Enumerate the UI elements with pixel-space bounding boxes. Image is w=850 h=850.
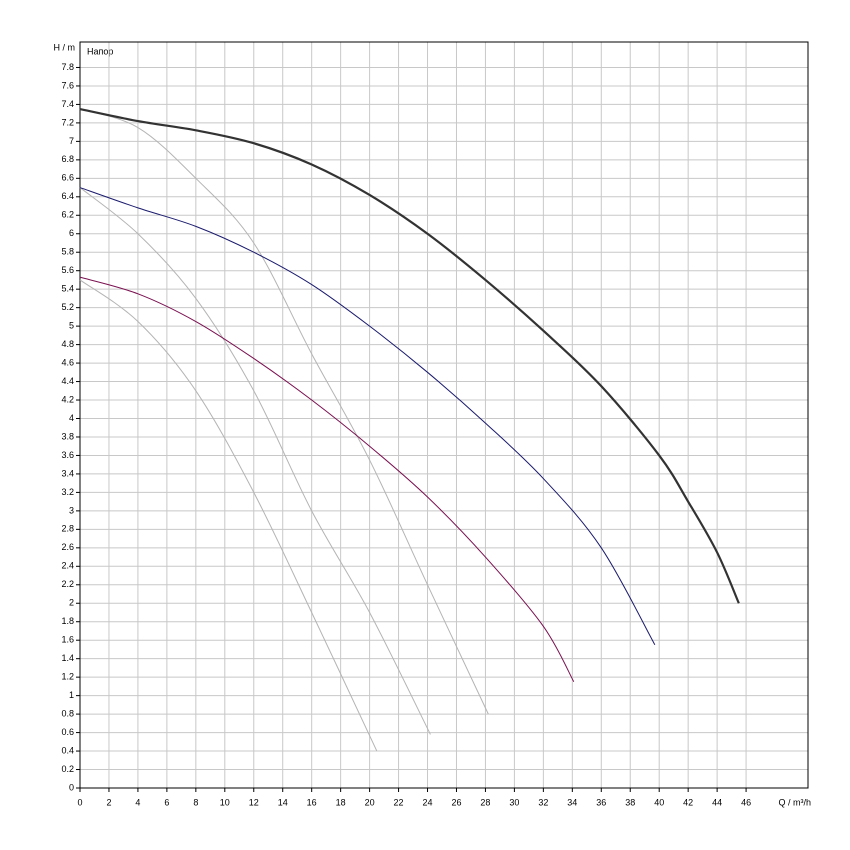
x-tick-label: 38 (625, 797, 635, 807)
y-tick-label: 7 (69, 136, 74, 146)
y-tick-label: 4.2 (61, 394, 74, 404)
x-axis-label: Q / m³/h (778, 797, 811, 807)
y-tick-label: 2 (69, 598, 74, 608)
y-tick-label: 6.2 (61, 210, 74, 220)
y-tick-label: 5.6 (61, 265, 74, 275)
curve (79, 187, 431, 735)
x-tick-label: 12 (249, 797, 259, 807)
y-tick-label: 5 (69, 321, 74, 331)
y-tick-label: 3.8 (61, 431, 74, 441)
x-tick-label: 20 (365, 797, 375, 807)
x-tick-label: 44 (712, 797, 722, 807)
x-tick-label: 42 (683, 797, 693, 807)
x-tick-label: 26 (451, 797, 461, 807)
y-tick-label: 7.2 (61, 117, 74, 127)
y-tick-label: 7.6 (61, 80, 74, 90)
y-tick-label: 0.4 (61, 745, 74, 755)
y-tick-label: 4.8 (61, 339, 74, 349)
plot-frame (79, 41, 809, 789)
y-tick-label: 4.6 (61, 357, 74, 367)
y-tick-label: 4.4 (61, 376, 74, 386)
y-tick-label: 2.8 (61, 524, 74, 534)
y-tick-label: 1.6 (61, 635, 74, 645)
y-tick-label: 2.2 (61, 579, 74, 589)
y-tick-label: 5.2 (61, 302, 74, 312)
curve (79, 108, 489, 715)
y-tick-label: 6 (69, 228, 74, 238)
x-tick-label: 22 (394, 797, 404, 807)
x-tick-label: 40 (654, 797, 664, 807)
curve (79, 107, 740, 604)
y-tick-label: 1 (69, 690, 74, 700)
y-tick-label: 0 (69, 782, 74, 792)
y-tick-label: 1.8 (61, 616, 74, 626)
x-tick-label: 14 (278, 797, 288, 807)
y-tick-label: 2.6 (61, 542, 74, 552)
y-tick-label: 6.6 (61, 173, 74, 183)
x-tick-label: 34 (567, 797, 577, 807)
curve (79, 276, 575, 683)
y-tick-label: 3.2 (61, 487, 74, 497)
x-tick-label: 32 (538, 797, 548, 807)
y-tick-label: 6.8 (61, 154, 74, 164)
x-tick-label: 16 (307, 797, 317, 807)
x-tick-label: 0 (77, 797, 82, 807)
x-tick-label: 28 (480, 797, 490, 807)
y-tick-label: 0.2 (61, 764, 74, 774)
y-tick-label: 4 (69, 413, 74, 423)
x-tick-label: 2 (106, 797, 111, 807)
x-tick-label: 4 (135, 797, 140, 807)
y-tick-label: 2.4 (61, 561, 74, 571)
y-tick-label: 5.4 (61, 284, 74, 294)
x-tick-label: 30 (509, 797, 519, 807)
y-tick-label: 1.2 (61, 672, 74, 682)
x-tick-label: 18 (336, 797, 346, 807)
y-axis-label: H / m (54, 42, 76, 52)
y-tick-label: 6.4 (61, 191, 74, 201)
x-tick-label: 10 (220, 797, 230, 807)
x-tick-label: 36 (596, 797, 606, 807)
y-tick-label: 3.4 (61, 468, 74, 478)
annotation: Напор (87, 46, 113, 56)
y-tick-label: 7.4 (61, 99, 74, 109)
y-tick-label: 0.8 (61, 708, 74, 718)
y-tick-label: 0.6 (61, 727, 74, 737)
x-tick-label: 46 (741, 797, 751, 807)
curve (79, 187, 656, 646)
curve (79, 279, 378, 752)
y-tick-label: 1.4 (61, 653, 74, 663)
x-tick-label: 24 (423, 797, 433, 807)
y-tick-label: 5.8 (61, 247, 74, 257)
x-tick-label: 6 (164, 797, 169, 807)
y-tick-label: 3.6 (61, 450, 74, 460)
y-tick-label: 3 (69, 505, 74, 515)
x-tick-label: 8 (193, 797, 198, 807)
y-tick-label: 7.8 (61, 62, 74, 72)
